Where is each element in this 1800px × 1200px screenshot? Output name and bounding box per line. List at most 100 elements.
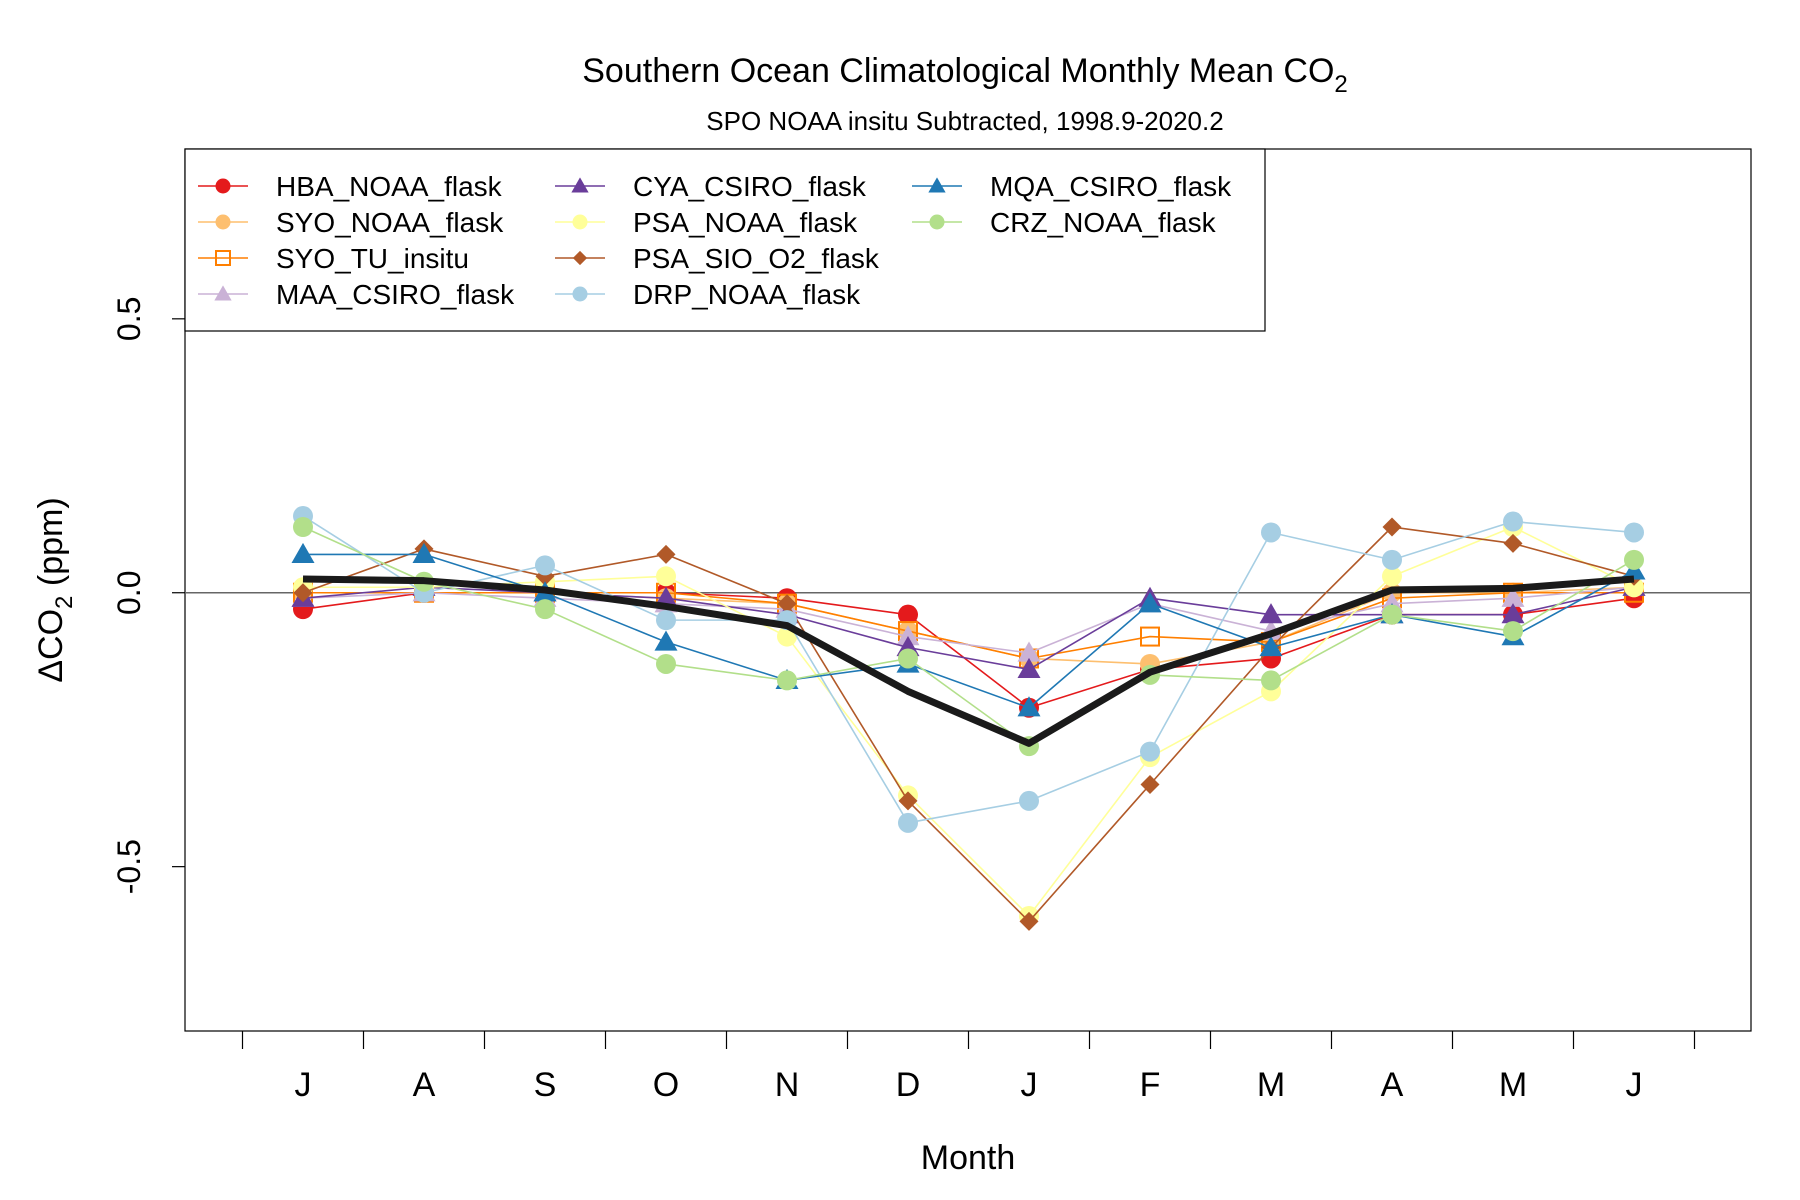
data-point [898,648,918,669]
data-point [412,542,436,564]
series-hba-noaa-flask [293,582,1644,718]
data-point [1019,911,1039,931]
data-point [1140,774,1160,794]
data-point [535,555,555,576]
data-point [293,517,313,537]
legend: HBA_NOAA_flask SYO_NOAA_flask SYO_TU_insit… [184,148,1266,332]
legend-item: SYO_NOAA_flask [198,207,504,238]
legend-box [184,148,1266,332]
data-point [1259,636,1283,657]
data-point [1382,566,1402,587]
legend-marker [572,214,588,230]
series-mean [302,575,1635,747]
data-point [1503,621,1523,642]
legend-label: SYO_NOAA_flask [276,207,504,238]
x-tick-label: M [1257,1066,1285,1104]
x-tick-label: J [1021,1066,1038,1104]
y-axis-label: ΔCO2 (ppm) [32,497,78,682]
legend-marker [214,285,232,301]
data-point [656,653,676,674]
legend-marker [215,214,231,230]
legend-item: DRP_NOAA_flask [555,279,861,310]
x-tick-label: O [653,1066,679,1104]
series-line [303,553,1635,709]
x-axis-label: Month [921,1139,1016,1177]
data-point [656,566,676,587]
data-point [898,791,918,811]
series-psa-sio-o2-flask [293,517,1644,931]
legend-item: CYA_CSIRO_flask [555,171,867,202]
x-tick-label: M [1499,1066,1527,1104]
legend-label: MQA_CSIRO_flask [990,171,1232,202]
data-point [1261,670,1281,691]
legend-item: CRZ_NOAA_flask [912,207,1217,238]
data-point [1140,741,1160,762]
x-tick-label: A [413,1066,436,1104]
data-point [654,630,678,651]
series-drp-noaa-flask [293,506,1644,833]
data-point [654,586,678,607]
data-point [293,583,313,603]
legend-marker [572,286,588,302]
x-tick-label: S [534,1066,557,1104]
legend-marker [215,178,231,194]
data-point [1019,790,1039,811]
data-point [1259,603,1283,624]
data-point [1624,522,1644,543]
legend-item: PSA_NOAA_flask [555,207,858,238]
series-line [303,591,1634,660]
data-point [291,542,315,564]
x-tick-label: D [896,1066,921,1104]
series-line [303,526,1635,917]
data-point [1017,641,1041,662]
x-tick-label: N [775,1066,800,1104]
series-line [303,586,1635,665]
legend-marker [928,177,946,193]
legend-label: SYO_TU_insitu [276,243,469,274]
legend-item: SYO_TU_insitu [198,243,469,274]
series-line [302,526,1635,747]
y-tick-label: -0.5 [111,839,147,894]
data-point [1624,549,1644,570]
legend-item: MAA_CSIRO_flask [198,279,515,310]
data-point [1501,586,1525,607]
series-line [302,591,1635,709]
legend-marker [571,177,589,193]
legend-marker [929,214,945,230]
series-line [302,586,1635,654]
x-tick-label: J [295,1066,312,1104]
series-line [302,526,1635,923]
y-tick-label: 0.5 [111,297,147,341]
data-point [1140,626,1160,647]
data-point [1017,696,1041,717]
data-point [656,610,676,631]
legend-label: HBA_NOAA_flask [276,171,503,202]
chart-title: Southern Ocean Climatological Monthly Me… [582,52,1348,98]
y-axis: 0.5 0.0 -0.5 [111,297,185,894]
legend-label: DRP_NOAA_flask [633,279,861,310]
series-line [302,515,1635,824]
data-point [898,812,918,833]
legend-marker [215,250,231,266]
data-point [1138,592,1162,613]
series-layer [291,506,1646,931]
series-mqa-csiro-flask [291,542,1646,717]
data-point [1261,522,1281,543]
legend-marker [572,250,588,266]
data-point [1503,511,1523,532]
y-tick-label: 0.0 [111,570,147,614]
data-point [1382,517,1402,537]
data-point [898,604,918,625]
legend-item: MQA_CSIRO_flask [912,171,1232,202]
data-point [656,544,676,564]
mean-line [302,575,1635,747]
data-point [1503,533,1523,553]
legend-label: CRZ_NOAA_flask [990,207,1217,238]
legend-label: PSA_SIO_O2_flask [633,243,880,274]
data-point [777,594,797,614]
data-point [535,599,555,620]
x-tick-label: F [1140,1066,1161,1104]
x-tick-label: A [1381,1066,1404,1104]
